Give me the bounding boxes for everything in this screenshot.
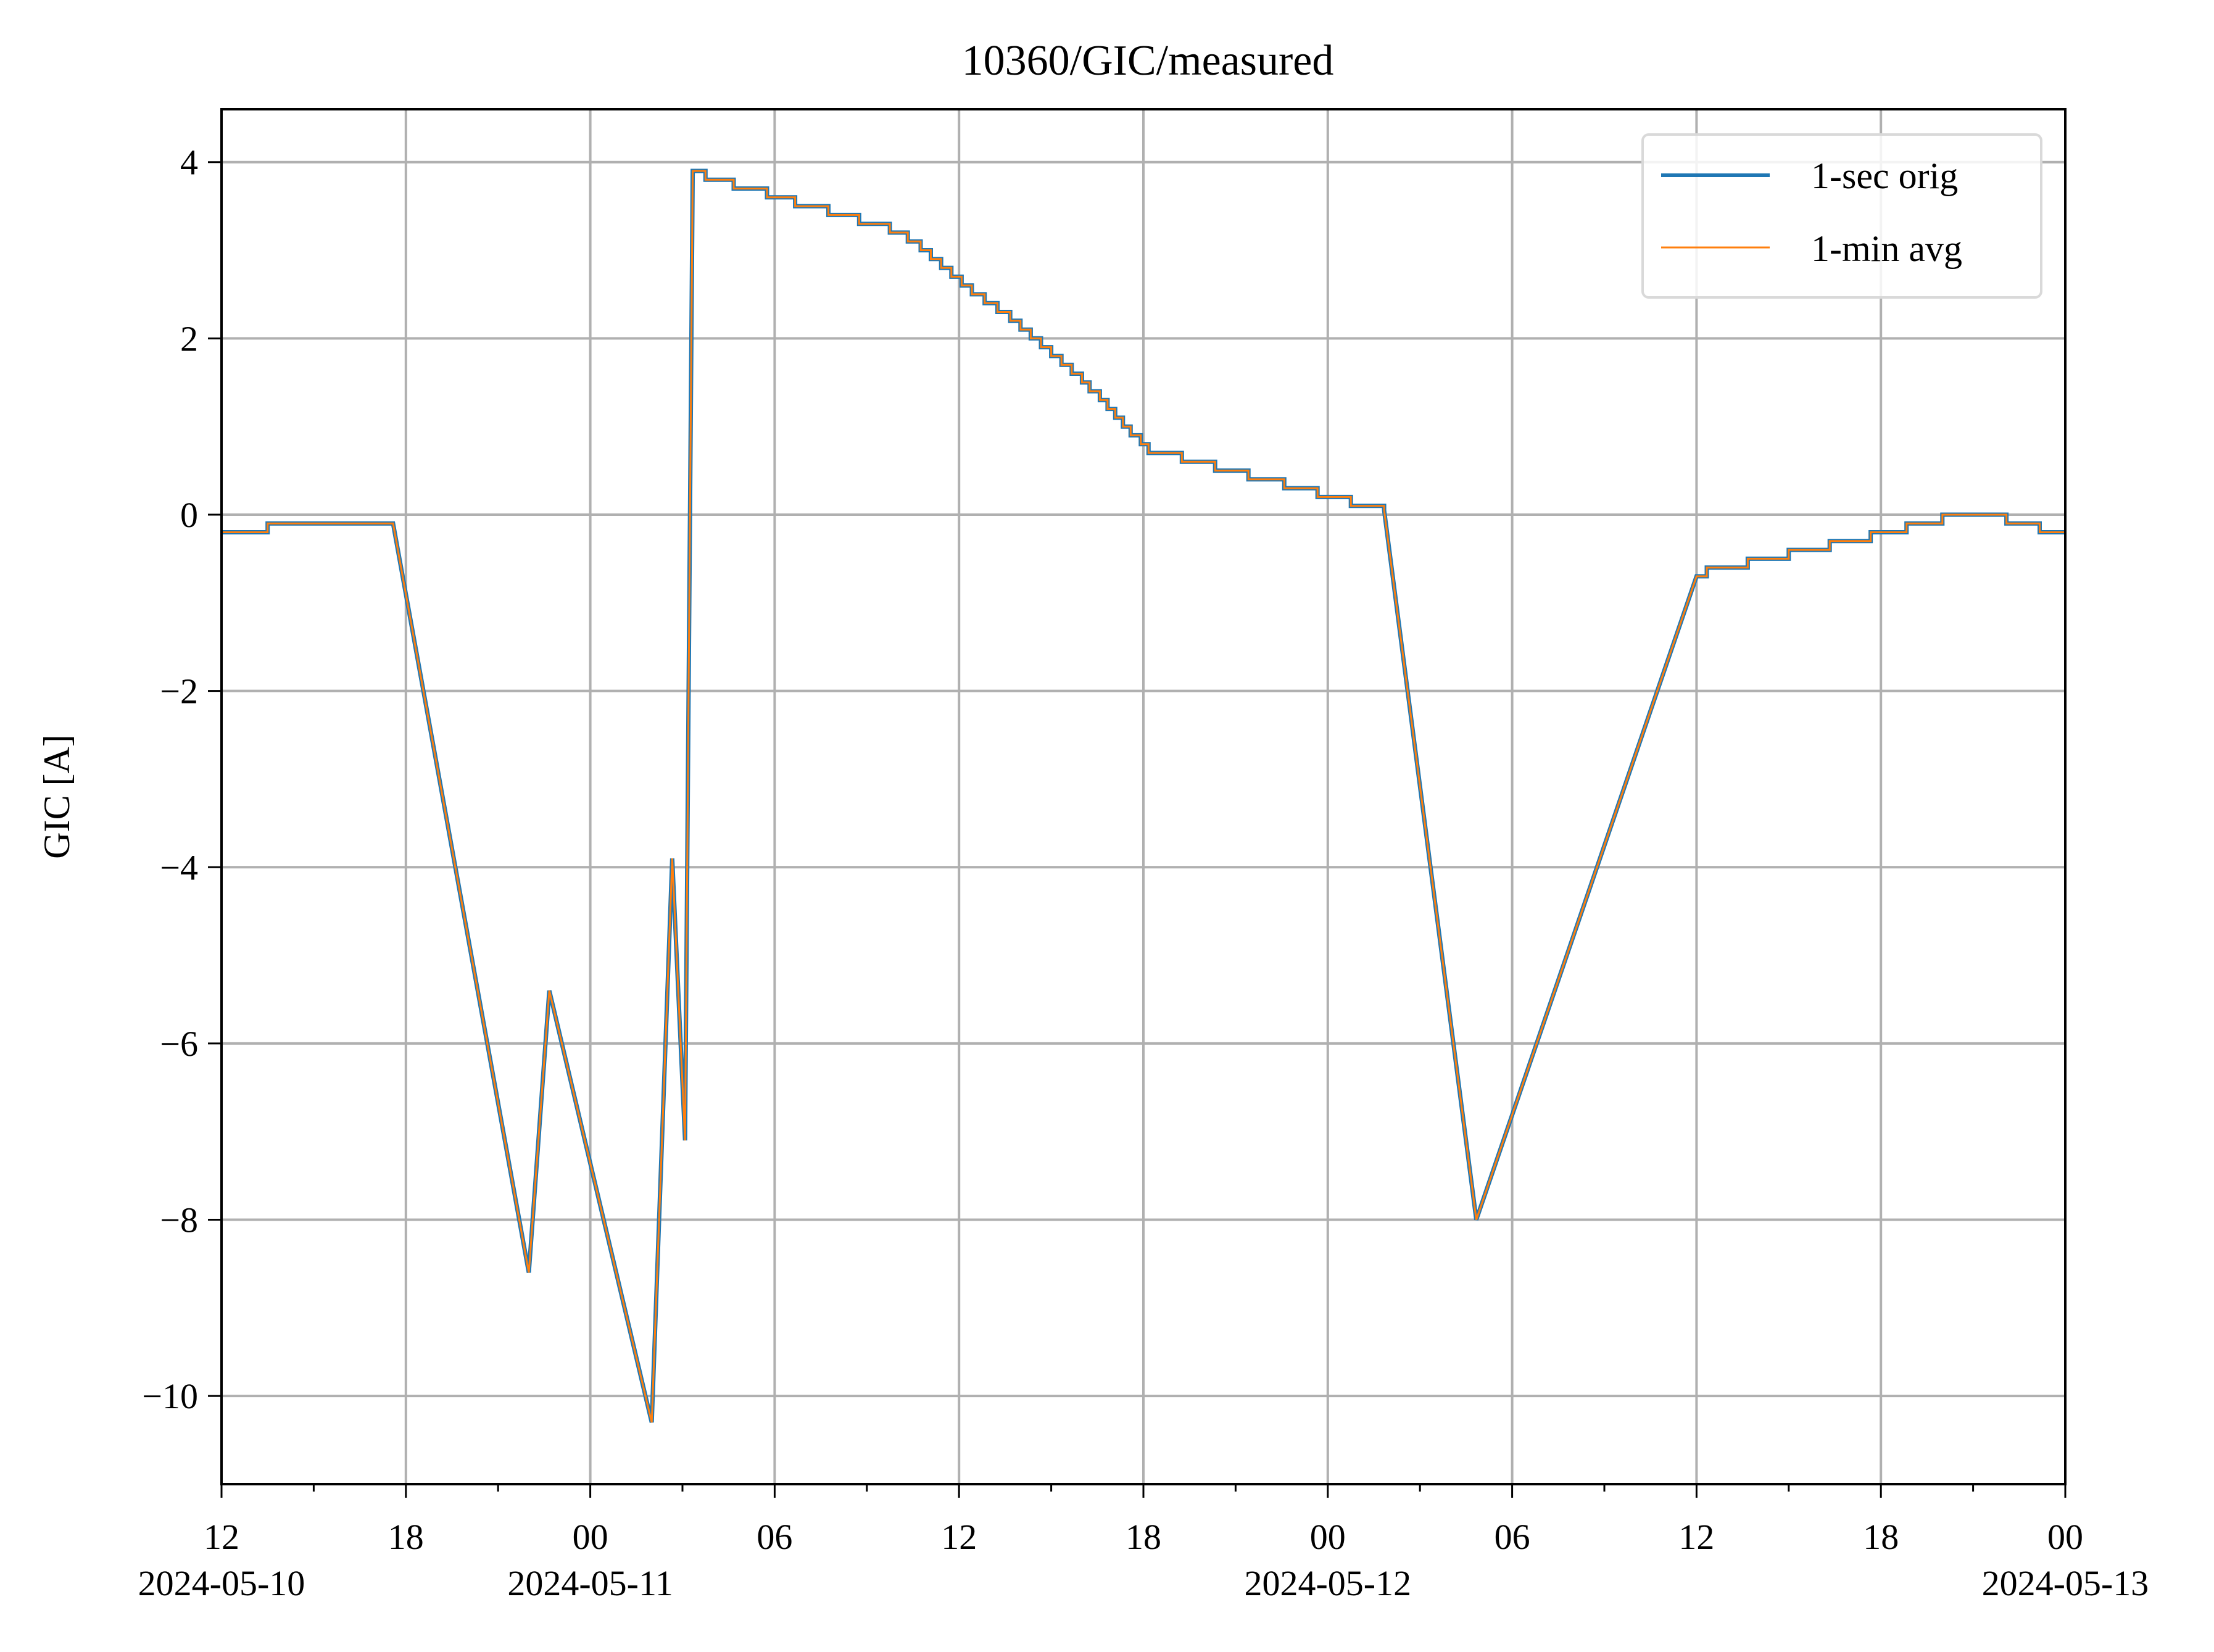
x-tick-label: 06 <box>757 1517 792 1557</box>
series-line-1-min-avg <box>222 170 2065 1423</box>
x-tick-label: 18 <box>388 1517 424 1557</box>
y-tick-label: 4 <box>180 143 198 183</box>
x-tick-label: 06 <box>1495 1517 1530 1557</box>
x-tick-label: 18 <box>1126 1517 1161 1557</box>
x-tick-date-label: 2024-05-13 <box>1982 1563 2149 1603</box>
legend-label-1-min: 1-min avg <box>1811 228 1962 269</box>
x-tick-date-label: 2024-05-10 <box>138 1563 305 1603</box>
y-tick-label: −10 <box>142 1376 198 1416</box>
chart-title: 10360/GIC/measured <box>962 37 1334 85</box>
y-tick-label: −4 <box>160 847 198 887</box>
x-tick-date-label: 2024-05-12 <box>1244 1563 1411 1603</box>
y-tick-label: −2 <box>160 671 198 712</box>
y-tick-label: −8 <box>160 1200 198 1240</box>
x-tick-label: 00 <box>2047 1517 2083 1557</box>
x-tick-label: 00 <box>1310 1517 1346 1557</box>
x-tick-label: 12 <box>204 1517 239 1557</box>
x-tick-label: 12 <box>941 1517 977 1557</box>
y-axis-title: GIC [A] <box>36 734 77 859</box>
x-tick-label: 12 <box>1678 1517 1714 1557</box>
x-tick-date-label: 2024-05-11 <box>507 1563 673 1603</box>
y-tick-label: 0 <box>180 495 198 535</box>
legend-label-1-sec: 1-sec orig <box>1811 156 1958 196</box>
y-tick-label: 2 <box>180 318 198 359</box>
y-tick-label: −6 <box>160 1024 198 1064</box>
ticks-layer: 12 2024-05-10 18 00 2024-05-11 06 12 18 00 2024-0… <box>138 143 2149 1603</box>
x-tick-label: 00 <box>573 1517 608 1557</box>
x-tick-label: 18 <box>1863 1517 1899 1557</box>
legend: 1-sec orig 1-min avg <box>1641 133 2042 299</box>
series-layer <box>222 168 2065 1423</box>
